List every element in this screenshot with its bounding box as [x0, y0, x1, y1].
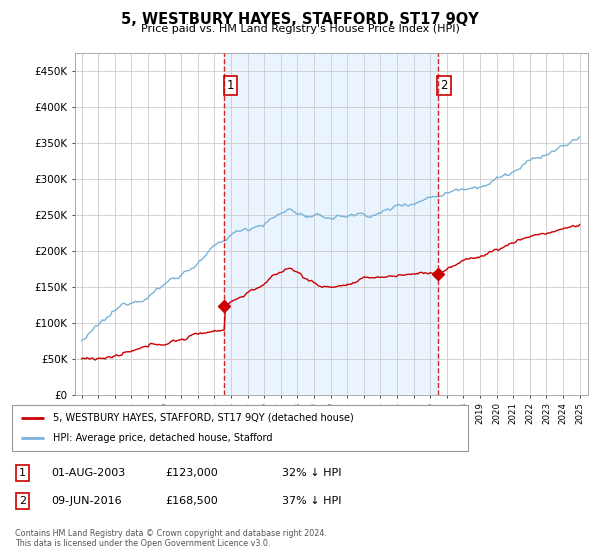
Text: £168,500: £168,500	[165, 496, 218, 506]
Text: 5, WESTBURY HAYES, STAFFORD, ST17 9QY (detached house): 5, WESTBURY HAYES, STAFFORD, ST17 9QY (d…	[53, 413, 354, 423]
Text: 37% ↓ HPI: 37% ↓ HPI	[282, 496, 341, 506]
Text: 09-JUN-2016: 09-JUN-2016	[51, 496, 122, 506]
Bar	[224, 53, 437, 395]
Text: 1: 1	[227, 79, 234, 92]
Text: This data is licensed under the Open Government Licence v3.0.: This data is licensed under the Open Gov…	[15, 539, 271, 548]
Text: 2: 2	[19, 496, 26, 506]
Text: £123,000: £123,000	[165, 468, 218, 478]
Text: Contains HM Land Registry data © Crown copyright and database right 2024.: Contains HM Land Registry data © Crown c…	[15, 529, 327, 538]
Text: 5, WESTBURY HAYES, STAFFORD, ST17 9QY: 5, WESTBURY HAYES, STAFFORD, ST17 9QY	[121, 12, 479, 27]
Text: HPI: Average price, detached house, Stafford: HPI: Average price, detached house, Staf…	[53, 433, 272, 443]
Text: 01-AUG-2003: 01-AUG-2003	[51, 468, 125, 478]
Text: 2: 2	[440, 79, 448, 92]
Text: 32% ↓ HPI: 32% ↓ HPI	[282, 468, 341, 478]
Text: 1: 1	[19, 468, 26, 478]
Text: Price paid vs. HM Land Registry's House Price Index (HPI): Price paid vs. HM Land Registry's House …	[140, 24, 460, 34]
